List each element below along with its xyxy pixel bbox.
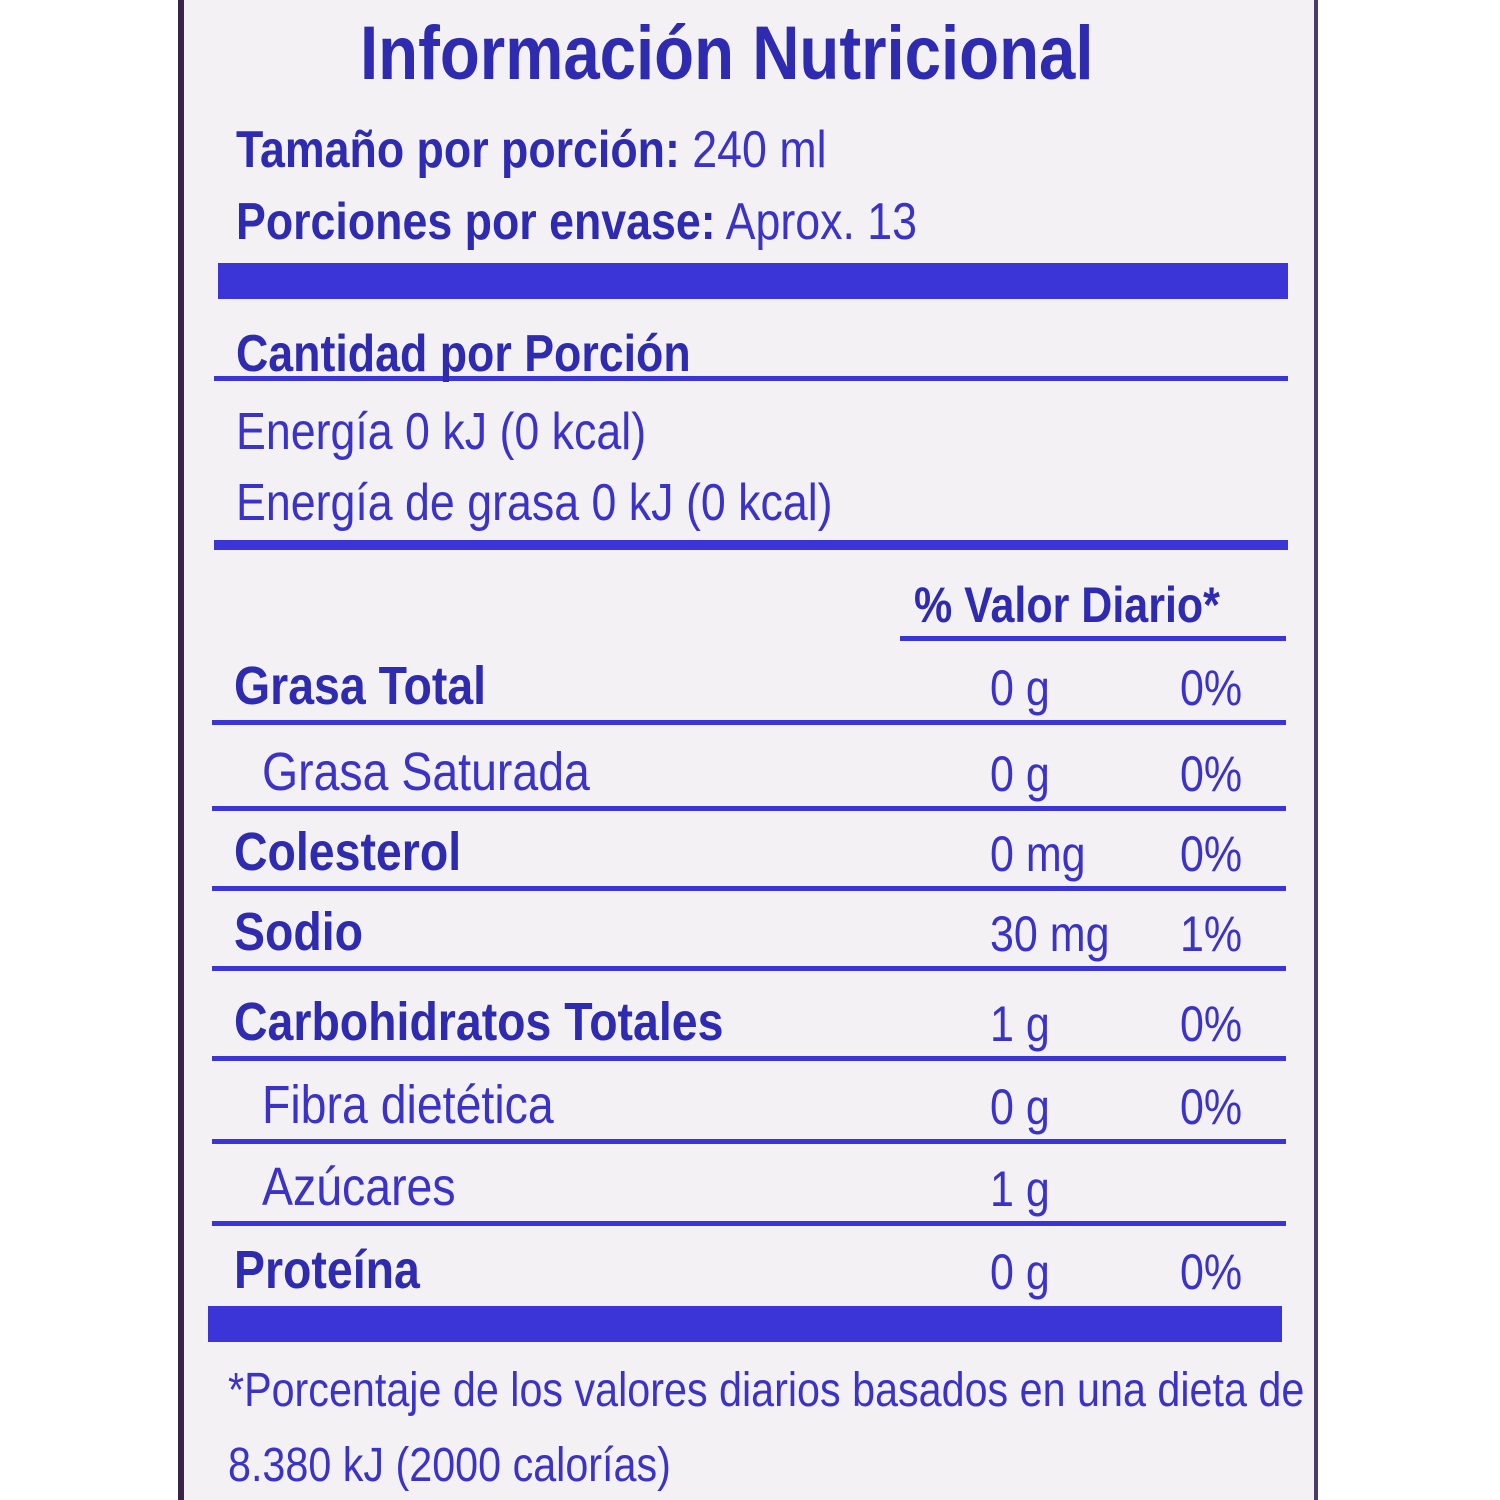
footnote: *Porcentaje de los valores diarios basad…	[228, 1364, 1305, 1417]
serving-line: Tamaño por porción: 240 ml	[236, 122, 827, 178]
row-rule	[212, 806, 1286, 811]
nutrient-amount: 1 g	[990, 996, 1050, 1052]
row-rule	[212, 1139, 1286, 1144]
rule	[214, 376, 1288, 381]
row-rule	[212, 1221, 1286, 1226]
rule	[214, 540, 1288, 550]
row-rule	[212, 886, 1286, 891]
nutrient-amount: 0 g	[990, 746, 1050, 802]
thick-rule	[208, 1306, 1282, 1342]
nutrient-dv: 0%	[1180, 996, 1243, 1052]
nutrient-name: Azúcares	[262, 1157, 456, 1217]
thick-rule	[218, 263, 1288, 299]
rule	[900, 636, 1286, 641]
row-rule	[212, 1056, 1286, 1061]
nutrient-dv: 1%	[1180, 906, 1243, 962]
amount-header: Cantidad por Porción	[236, 325, 691, 383]
nutrient-amount: 0 g	[990, 1079, 1050, 1135]
nutrient-name: Proteína	[234, 1240, 420, 1300]
row-rule	[212, 966, 1286, 971]
serving-label: Tamaño por porción:	[236, 121, 680, 179]
nutrient-name: Fibra dietética	[262, 1075, 554, 1135]
nutrient-dv: 0%	[1180, 1079, 1243, 1135]
nutrient-amount: 0 g	[990, 1244, 1050, 1300]
nutrient-name: Sodio	[234, 902, 363, 962]
label-panel	[178, 0, 1318, 1500]
serving-label: Porciones por envase:	[236, 193, 716, 251]
nutrient-amount: 0 mg	[990, 826, 1086, 882]
nutrient-amount: 1 g	[990, 1161, 1050, 1217]
nutrient-name: Carbohidratos Totales	[234, 992, 724, 1052]
nutrient-name: Grasa Saturada	[262, 742, 590, 802]
energy-line: Energía de grasa 0 kJ (0 kcal)	[236, 474, 833, 532]
row-rule	[212, 720, 1286, 725]
serving-value: 240 ml	[679, 121, 827, 179]
title: Información Nutricional	[360, 11, 1094, 96]
nutrient-dv: 0%	[1180, 660, 1243, 716]
energy-line: Energía 0 kJ (0 kcal)	[236, 403, 647, 461]
nutrient-amount: 0 g	[990, 660, 1050, 716]
nutrient-dv: 0%	[1180, 1244, 1243, 1300]
footnote: 8.380 kJ (2000 calorías)	[228, 1439, 671, 1492]
nutrient-dv: 0%	[1180, 826, 1243, 882]
nutrient-amount: 30 mg	[990, 906, 1110, 962]
nutrient-dv: 0%	[1180, 746, 1243, 802]
serving-value: Aprox. 13	[715, 193, 918, 251]
nutrient-name: Grasa Total	[234, 656, 487, 716]
serving-line: Porciones por envase: Aprox. 13	[236, 194, 917, 250]
nutrient-name: Colesterol	[234, 822, 462, 882]
dv-header: % Valor Diario*	[914, 577, 1220, 633]
